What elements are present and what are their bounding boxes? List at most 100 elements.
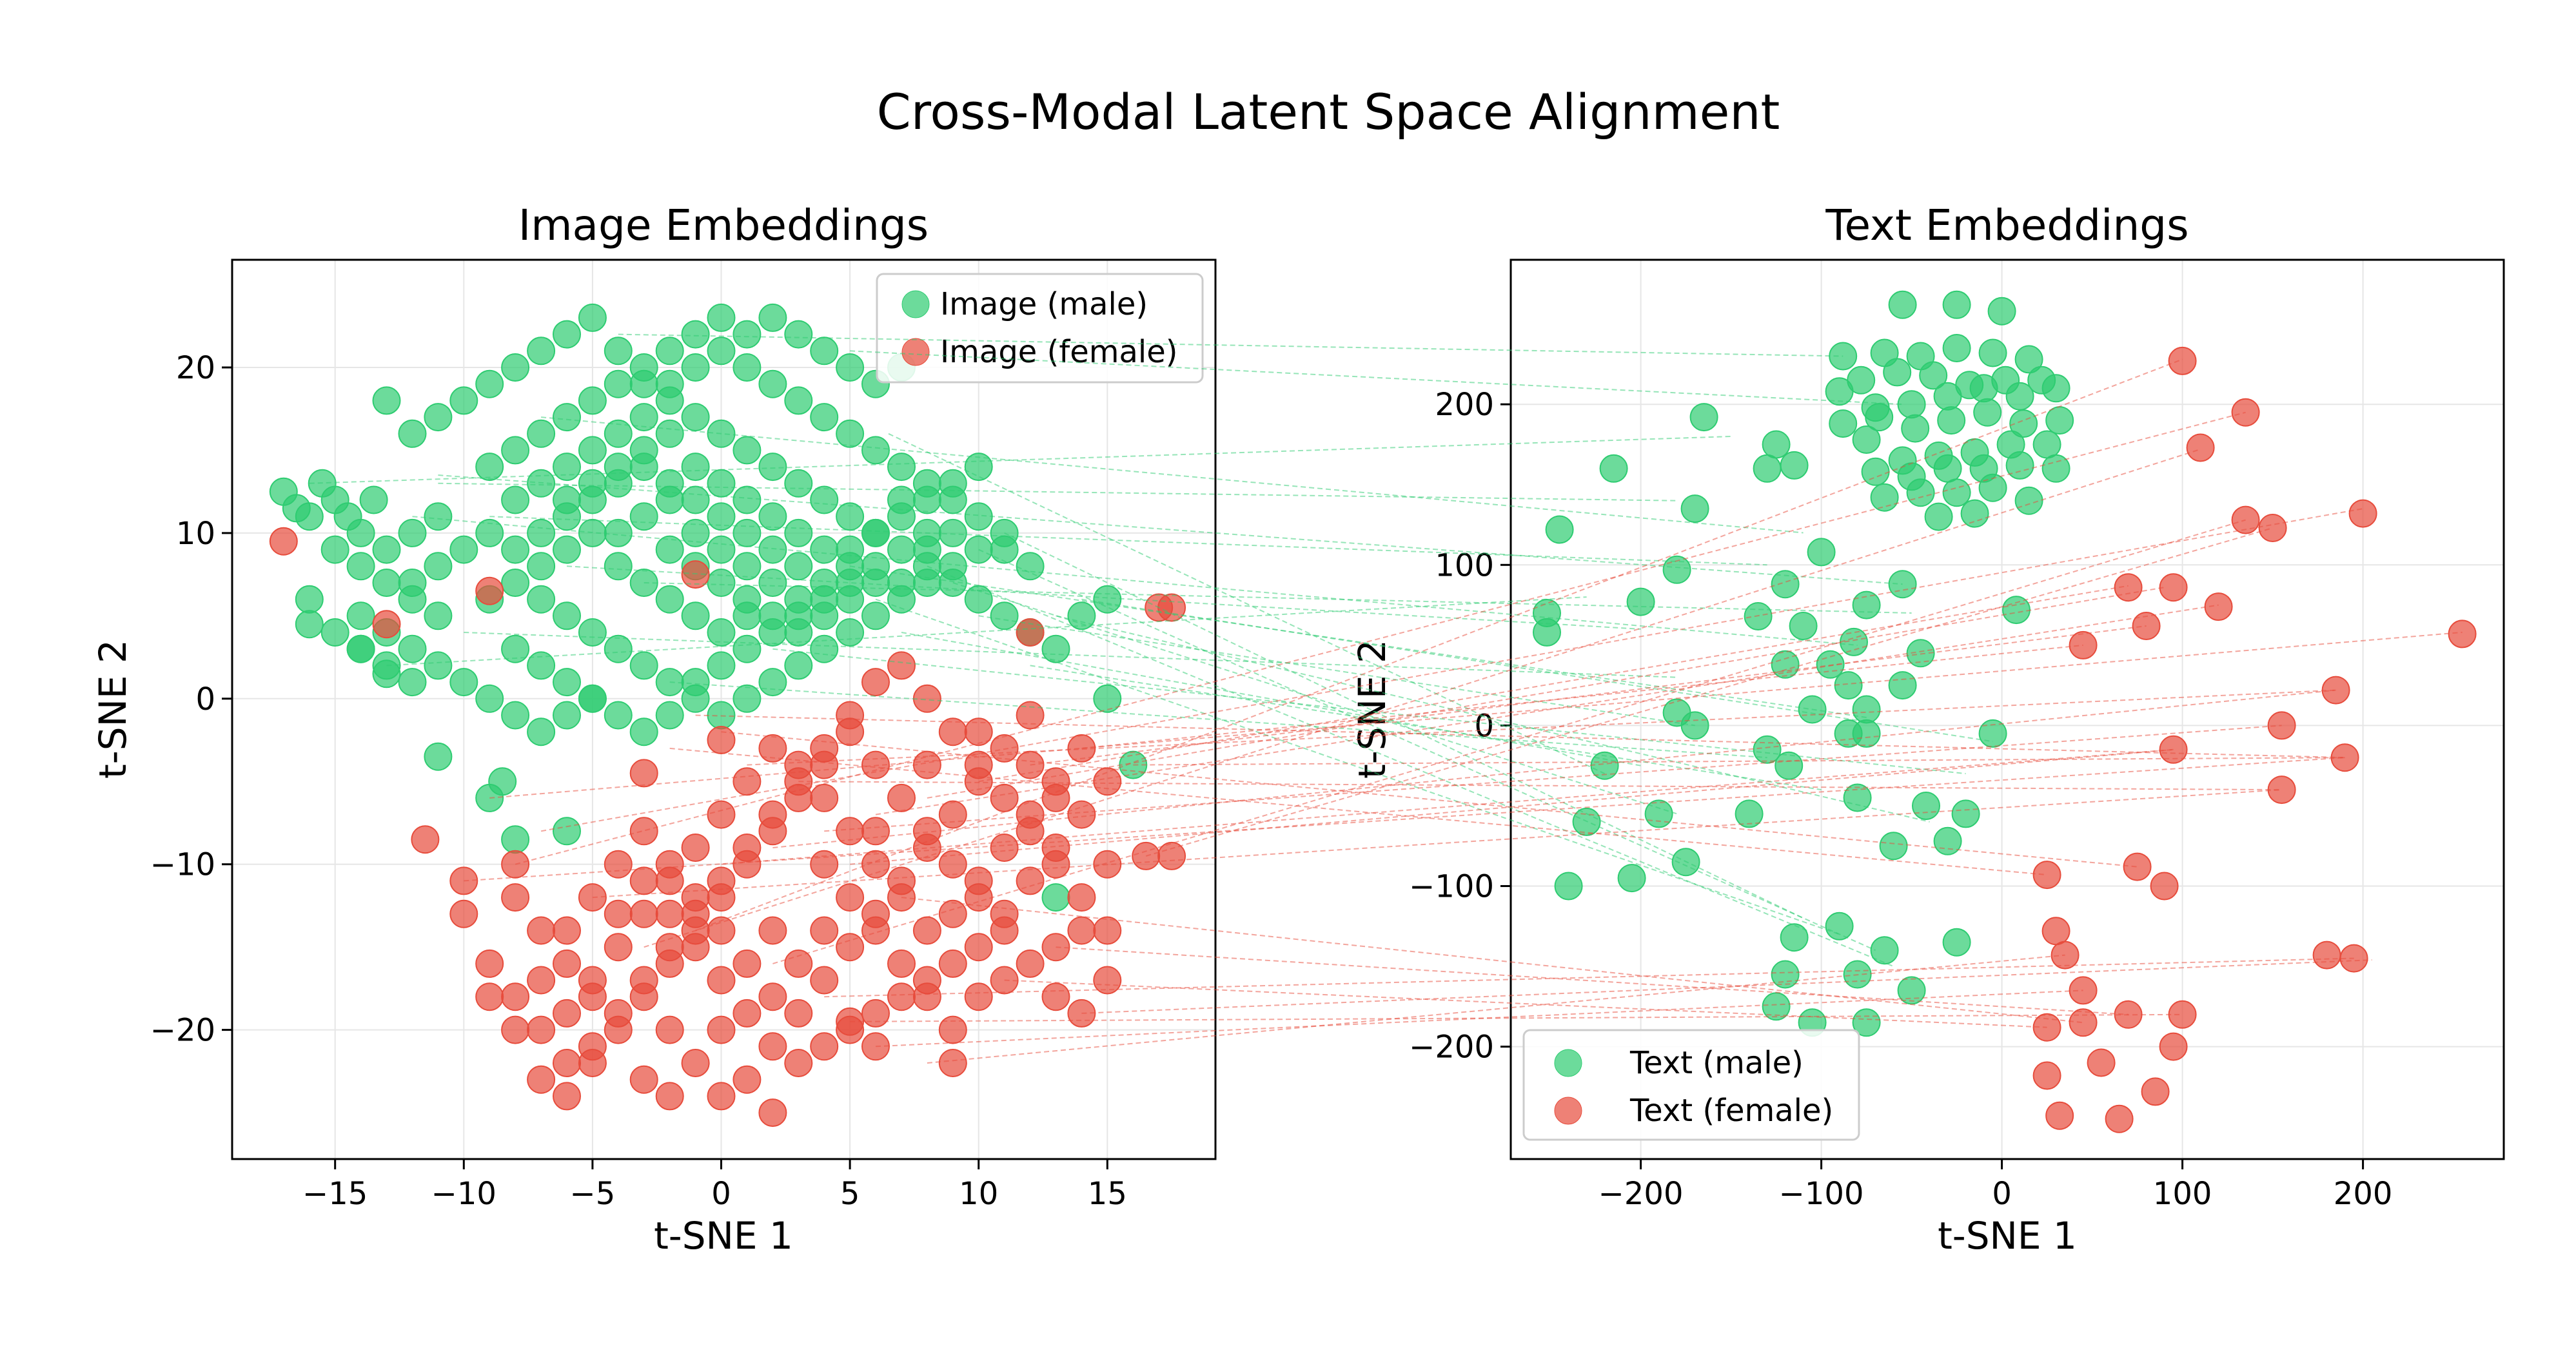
alignment-link-male (386, 596, 1587, 667)
text-male-point (1987, 297, 2016, 326)
image-male-point (424, 403, 453, 432)
image-male-point (707, 651, 736, 680)
alignment-link-female (695, 714, 2345, 759)
text-male-point (1879, 832, 1908, 861)
image-male-point (887, 453, 916, 482)
image-female-point (887, 651, 916, 680)
text-panel-title: Text Embeddings (1825, 200, 2188, 250)
text-male-point (2009, 409, 2038, 438)
image-male-point (836, 419, 865, 448)
text-female-point (2150, 872, 2179, 901)
image-y-axis-label: t-SNE 2 (91, 639, 135, 779)
image-male-point (810, 535, 839, 564)
text-male-point (1840, 627, 1868, 656)
image-male-point (707, 535, 736, 564)
alignment-link-male (849, 565, 1867, 718)
image-male-point (681, 485, 710, 514)
image-female-point (1016, 618, 1045, 647)
image-female-point (758, 734, 787, 763)
image-female-point (784, 949, 813, 978)
text-male-point (1937, 406, 1966, 435)
image-female-point (887, 866, 916, 895)
image-male-point (398, 668, 427, 697)
image-female-point (784, 999, 813, 1028)
text-legend-male-marker (1554, 1049, 1582, 1077)
image-female-point (784, 783, 813, 812)
image-female-point (1067, 800, 1096, 829)
text-male-point (2005, 382, 2034, 411)
image-male-point (887, 485, 916, 514)
image-male-point (784, 518, 813, 547)
image-female-point (655, 1082, 684, 1111)
image-y-tick-label: −10 (150, 847, 215, 883)
image-panel-title: Image Embeddings (518, 200, 929, 250)
image-male-point (1093, 585, 1122, 614)
text-male-point (1626, 587, 1655, 616)
image-male-point (758, 453, 787, 482)
image-male-point (372, 569, 401, 597)
image-female-point (990, 899, 1019, 928)
image-male-point (990, 601, 1019, 630)
text-y-tick-label: 200 (1435, 387, 1494, 423)
image-female-point (912, 916, 941, 945)
image-male-point (681, 668, 710, 697)
image-male-point (527, 419, 556, 448)
image-male-point (501, 825, 530, 854)
text-legend-female-label: Text (female) (1629, 1093, 1833, 1129)
alignment-link-male (438, 474, 1903, 585)
alignment-link-male (888, 433, 1606, 775)
image-male-point (629, 651, 658, 680)
image-male-point (553, 502, 581, 531)
image-male-point (810, 485, 839, 514)
image-female-point (501, 982, 530, 1011)
image-male-point (578, 485, 607, 514)
image-female-point (655, 850, 684, 879)
text-male-point (1942, 290, 1971, 319)
image-female-point (887, 982, 916, 1011)
text-female-point (2348, 499, 2377, 528)
image-male-point (681, 353, 710, 382)
text-male-point (1906, 478, 1935, 507)
text-male-point (1978, 338, 2007, 367)
image-male-point (758, 668, 787, 697)
image-male-point (527, 717, 556, 746)
text-male-point (2041, 454, 2070, 483)
image-male-point (295, 585, 324, 614)
text-y-tick-label: −200 (1409, 1029, 1494, 1066)
text-legend-box (1522, 1029, 1860, 1141)
image-female-point (604, 899, 633, 928)
alignment-link-female (1030, 625, 2147, 766)
image-male-point (912, 469, 941, 498)
text-male-point (1775, 751, 1804, 780)
alignment-links (309, 333, 2463, 1064)
text-male-point (2014, 345, 2043, 374)
image-legend-female-label: Image (female) (940, 334, 1178, 370)
image-female-point (681, 1049, 710, 1077)
image-female-point (990, 783, 1019, 812)
image-male-point (836, 618, 865, 647)
image-female-point (578, 966, 607, 995)
image-female-point (449, 899, 478, 928)
image-female-point (964, 717, 993, 746)
image-male-point (424, 502, 453, 531)
alignment-link-female (772, 519, 2246, 964)
image-male-point (810, 601, 839, 630)
image-male-point (346, 601, 375, 630)
text-male-point (1780, 923, 1809, 952)
image-female-point (758, 1098, 787, 1127)
image-male-point (784, 585, 813, 614)
image-male-point (707, 502, 736, 531)
image-ticks: −15 −10 −5 0 5 10 15 −20 −10 0 10 20 (150, 350, 1127, 1212)
text-male-point (1771, 650, 1800, 679)
alignment-link-female (1145, 527, 2273, 857)
text-y-tick-label: −100 (1409, 869, 1494, 905)
image-male-point (320, 618, 349, 647)
image-female-point (810, 916, 839, 945)
text-male-point (1919, 361, 1948, 390)
image-male-point (655, 535, 684, 564)
panel-image-embeddings: Image Embeddings −15 −10 −5 0 5 10 15 −20 −10 0 10… (91, 200, 1217, 1258)
image-female-point (1067, 916, 1096, 945)
image-female-point (810, 1032, 839, 1061)
alignment-link-male (464, 632, 1677, 678)
